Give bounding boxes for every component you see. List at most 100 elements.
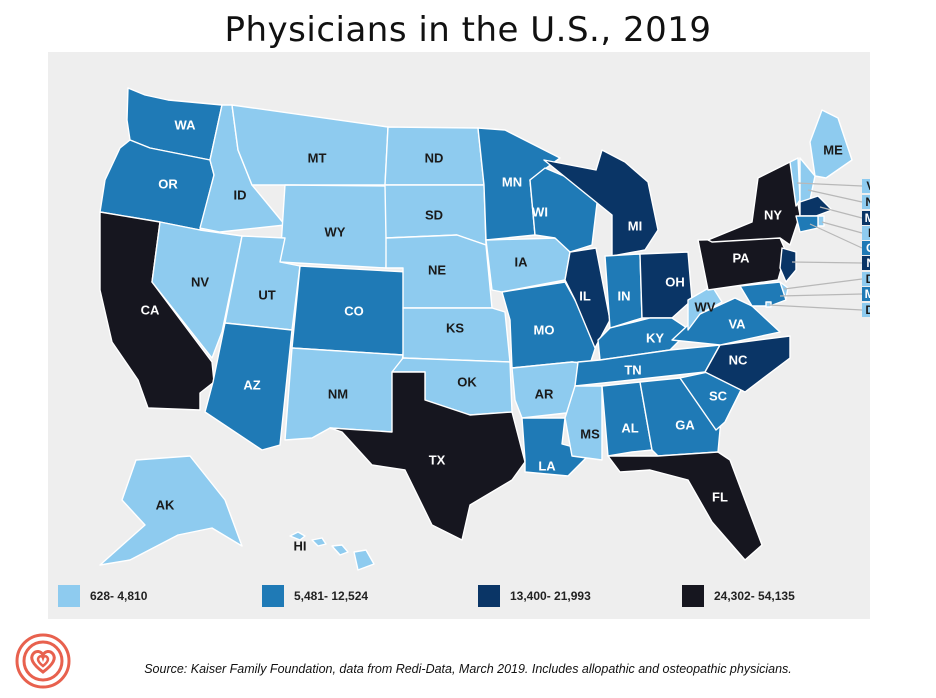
callout-box-vt [862,179,870,193]
legend-swatch-tier-1 [58,585,80,607]
callout-line-de [783,278,863,290]
legend-item-tier-1: 628- 4,810 [58,585,147,607]
state-label-la: LA [538,459,556,474]
legend-item-tier-3: 13,400- 21,993 [478,585,591,607]
state-label-hi: HI [294,539,307,554]
state-nv [151,221,243,359]
legend-swatch-tier-3 [478,585,500,607]
state-label-sd: SD [425,208,443,223]
state-label-nc: NC [729,353,748,368]
legend-swatch-tier-4 [682,585,704,607]
state-label-mn: MN [502,175,522,190]
state-ma [799,195,833,217]
state-label-ok: OK [457,375,477,390]
state-label-wv: WV [695,300,716,315]
callout-line-dc [768,304,863,311]
state-label-wy: WY [325,225,346,240]
state-label-md: MD [865,287,870,301]
state-ak [99,455,243,566]
state-label-dc: DC [865,303,870,317]
state-ks [402,307,511,363]
state-label-id: ID [234,188,247,203]
map-panel: WA OR CA ID NV MT WY UT AZ CO NM ND SD NE KS OK TX MN IA MO… [48,52,870,619]
legend-label-tier-2: 5,481- 12,524 [294,589,369,603]
state-label-oh: OH [665,275,685,290]
state-label-nm: NM [328,387,348,402]
state-md [739,281,787,307]
state-label-in: IN [618,289,631,304]
state-label-mt: MT [308,151,327,166]
state-label-me: ME [823,143,843,158]
state-label-mo: MO [534,323,555,338]
callout-box-nh [862,195,870,209]
state-label-ar: AR [535,387,554,402]
state-label-ma: MA [865,211,870,225]
us-map: WA OR CA ID NV MT WY UT AZ CO NM ND SD NE KS OK TX MN IA MO… [99,87,870,571]
state-al [601,381,653,457]
callout-line-ri [821,221,863,234]
state-label-ny: NY [764,208,782,223]
state-label-co: CO [344,304,364,319]
state-label-nj: NJ [866,256,870,270]
state-label-az: AZ [243,378,260,393]
state-nj [779,247,797,283]
state-la [521,417,593,477]
state-label-mi: MI [628,219,642,234]
state-label-tn: TN [624,363,641,378]
state-label-or: OR [158,177,178,192]
callout-box-md [862,287,870,301]
state-label-ky: KY [646,331,664,346]
state-label-sc: SC [709,389,728,404]
state-dc [765,301,772,308]
state-ri [817,215,825,227]
state-tx [329,371,526,541]
callout-box-ri [862,226,870,240]
legend-swatch-tier-2 [262,585,284,607]
state-label-wi: WI [532,205,548,220]
state-label-wa: WA [175,118,197,133]
chart-title: Physicians in the U.S., 2019 [224,10,712,50]
state-label-ri: RI [868,226,870,240]
state-label-de: DE [866,272,870,286]
state-label-ne: NE [428,263,446,278]
callout-line-ma [819,206,863,219]
state-mi [543,149,659,257]
state-label-nd: ND [425,151,444,166]
state-label-ak: AK [156,498,175,513]
state-labels: WA OR CA ID NV MT WY UT AZ CO NM ND SD NE KS OK TX MN IA MO… [141,118,870,554]
state-shapes [99,87,853,571]
state-label-ut: UT [258,288,275,303]
state-ct [795,215,819,233]
legend-label-tier-3: 13,400- 21,993 [510,589,591,603]
state-label-vt: VT [866,179,870,193]
callout-line-nh [807,189,863,203]
state-label-ca: CA [141,303,160,318]
state-label-fl: FL [712,490,728,505]
state-label-ga: GA [675,418,695,433]
state-fl [607,451,763,561]
state-label-tx: TX [429,453,446,468]
callout-line-vt [796,182,863,187]
state-label-al: AL [621,421,638,436]
callout-box-ma [862,211,870,225]
state-nc [704,335,791,393]
state-ms [564,385,603,461]
state-sc [679,371,743,431]
state-label-pa: PA [732,251,750,266]
state-label-ct: CT [866,241,870,255]
callout-box-de [862,272,870,286]
legend-label-tier-1: 628- 4,810 [90,589,148,603]
callout-box-nj [862,256,870,270]
state-label-nh: NH [865,195,870,209]
state-il [564,247,611,349]
state-hi [289,531,375,571]
state-mt [231,104,389,186]
source-note: Source: Kaiser Family Foundation, data f… [144,662,792,676]
state-ny [707,161,801,246]
state-az [204,322,293,451]
state-label-ia: IA [515,255,529,270]
callout-box-ct [862,241,870,255]
callout-line-nj [791,261,863,264]
heart-logo-icon [15,633,71,689]
callout-line-md [779,293,863,297]
